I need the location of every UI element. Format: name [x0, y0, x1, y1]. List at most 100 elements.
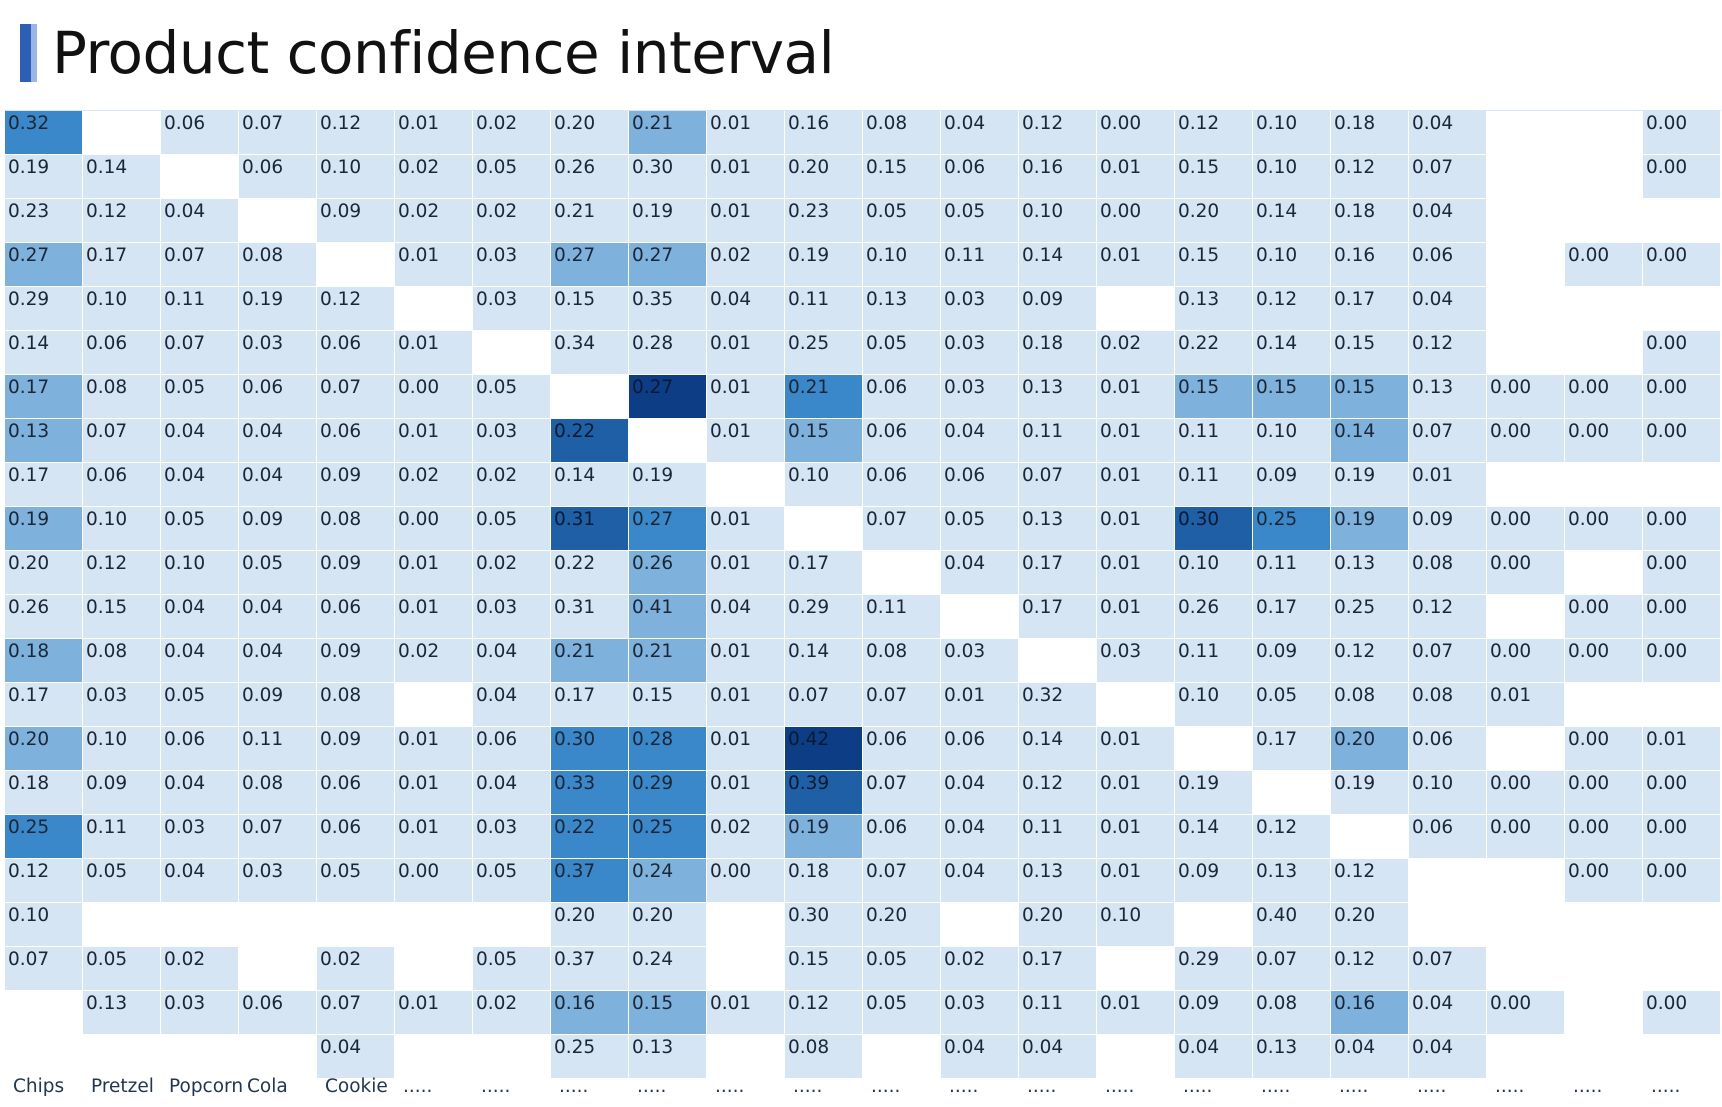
- empty-cell: [1175, 903, 1253, 947]
- cell: 0.00: [1643, 771, 1721, 815]
- cell: 0.13: [1019, 375, 1097, 419]
- cell: 0.05: [83, 859, 161, 903]
- empty-cell: [1643, 1035, 1721, 1079]
- empty-cell: [1643, 463, 1721, 507]
- column-label: .....: [481, 1076, 511, 1097]
- cell: 0.14: [1019, 727, 1097, 771]
- cell: 0.20: [629, 903, 707, 947]
- cell: 0.03: [941, 991, 1019, 1035]
- cell: 0.04: [941, 859, 1019, 903]
- cell: 0.12: [1409, 331, 1487, 375]
- cell: 0.02: [473, 199, 551, 243]
- cell: 0.09: [317, 199, 395, 243]
- cell: 0.07: [83, 419, 161, 463]
- cell: 0.09: [1409, 507, 1487, 551]
- cell: 0.00: [1487, 991, 1565, 1035]
- empty-cell: [161, 903, 239, 947]
- cell: 0.04: [239, 639, 317, 683]
- cell: 0.01: [1097, 991, 1175, 1035]
- empty-cell: [473, 903, 551, 947]
- cell: 0.01: [1097, 375, 1175, 419]
- cell: 0.06: [83, 331, 161, 375]
- cell: 0.19: [1331, 771, 1409, 815]
- empty-cell: [707, 903, 785, 947]
- cell: 0.00: [1643, 595, 1721, 639]
- cell: 0.13: [863, 287, 941, 331]
- cell: 0.09: [1175, 859, 1253, 903]
- empty-cell: [1487, 903, 1565, 947]
- cell: 0.03: [83, 683, 161, 727]
- cell: 0.01: [707, 331, 785, 375]
- cell: 0.27: [629, 507, 707, 551]
- empty-cell: [161, 1035, 239, 1079]
- empty-cell: [317, 243, 395, 287]
- cell: 0.00: [1565, 815, 1643, 859]
- empty-cell: [1487, 111, 1565, 155]
- cell: 0.17: [1019, 595, 1097, 639]
- cell: 0.26: [5, 595, 83, 639]
- cell: 0.00: [1487, 551, 1565, 595]
- cell: 0.14: [5, 331, 83, 375]
- cell: 0.41: [629, 595, 707, 639]
- column-label: .....: [715, 1076, 745, 1097]
- cell: 0.09: [83, 771, 161, 815]
- empty-cell: [5, 991, 83, 1035]
- cell: 0.30: [629, 155, 707, 199]
- cell: 0.00: [1487, 419, 1565, 463]
- cell: 0.00: [1643, 419, 1721, 463]
- cell: 0.24: [629, 859, 707, 903]
- cell: 0.27: [551, 243, 629, 287]
- cell: 0.00: [1565, 639, 1643, 683]
- empty-cell: [551, 375, 629, 419]
- cell: 0.20: [1175, 199, 1253, 243]
- cell: 0.09: [317, 639, 395, 683]
- cell: 0.28: [629, 727, 707, 771]
- cell: 0.12: [1409, 595, 1487, 639]
- empty-cell: [1487, 859, 1565, 903]
- cell: 0.14: [551, 463, 629, 507]
- cell: 0.01: [1097, 507, 1175, 551]
- cell: 0.11: [785, 287, 863, 331]
- empty-cell: [707, 947, 785, 991]
- cell: 0.15: [1253, 375, 1331, 419]
- cell: 0.06: [161, 111, 239, 155]
- column-label: .....: [1183, 1076, 1213, 1097]
- cell: 0.03: [239, 331, 317, 375]
- cell: 0.01: [941, 683, 1019, 727]
- cell: 0.27: [5, 243, 83, 287]
- cell: 0.01: [1097, 595, 1175, 639]
- cell: 0.20: [5, 727, 83, 771]
- cell: 0.10: [1253, 155, 1331, 199]
- cell: 0.00: [1643, 331, 1721, 375]
- cell: 0.04: [941, 815, 1019, 859]
- cell: 0.01: [707, 375, 785, 419]
- cell: 0.06: [239, 155, 317, 199]
- cell: 0.01: [707, 111, 785, 155]
- cell: 0.01: [1097, 419, 1175, 463]
- cell: 0.01: [1097, 771, 1175, 815]
- cell: 0.03: [239, 859, 317, 903]
- cell: 0.27: [629, 243, 707, 287]
- column-label: .....: [1027, 1076, 1057, 1097]
- cell: 0.02: [395, 199, 473, 243]
- cell: 0.00: [1643, 375, 1721, 419]
- cell: 0.19: [1331, 463, 1409, 507]
- cell: 0.04: [161, 199, 239, 243]
- cell: 0.04: [473, 639, 551, 683]
- cell: 0.29: [1175, 947, 1253, 991]
- empty-cell: [83, 111, 161, 155]
- cell: 0.09: [239, 683, 317, 727]
- empty-cell: [1565, 947, 1643, 991]
- cell: 0.04: [1409, 287, 1487, 331]
- empty-cell: [1565, 287, 1643, 331]
- cell: 0.05: [941, 199, 1019, 243]
- empty-cell: [785, 507, 863, 551]
- cell: 0.10: [161, 551, 239, 595]
- cell: 0.09: [317, 551, 395, 595]
- cell: 0.12: [83, 551, 161, 595]
- cell: 0.03: [473, 287, 551, 331]
- cell: 0.23: [785, 199, 863, 243]
- cell: 0.16: [785, 111, 863, 155]
- cell: 0.00: [1487, 639, 1565, 683]
- cell: 0.01: [395, 771, 473, 815]
